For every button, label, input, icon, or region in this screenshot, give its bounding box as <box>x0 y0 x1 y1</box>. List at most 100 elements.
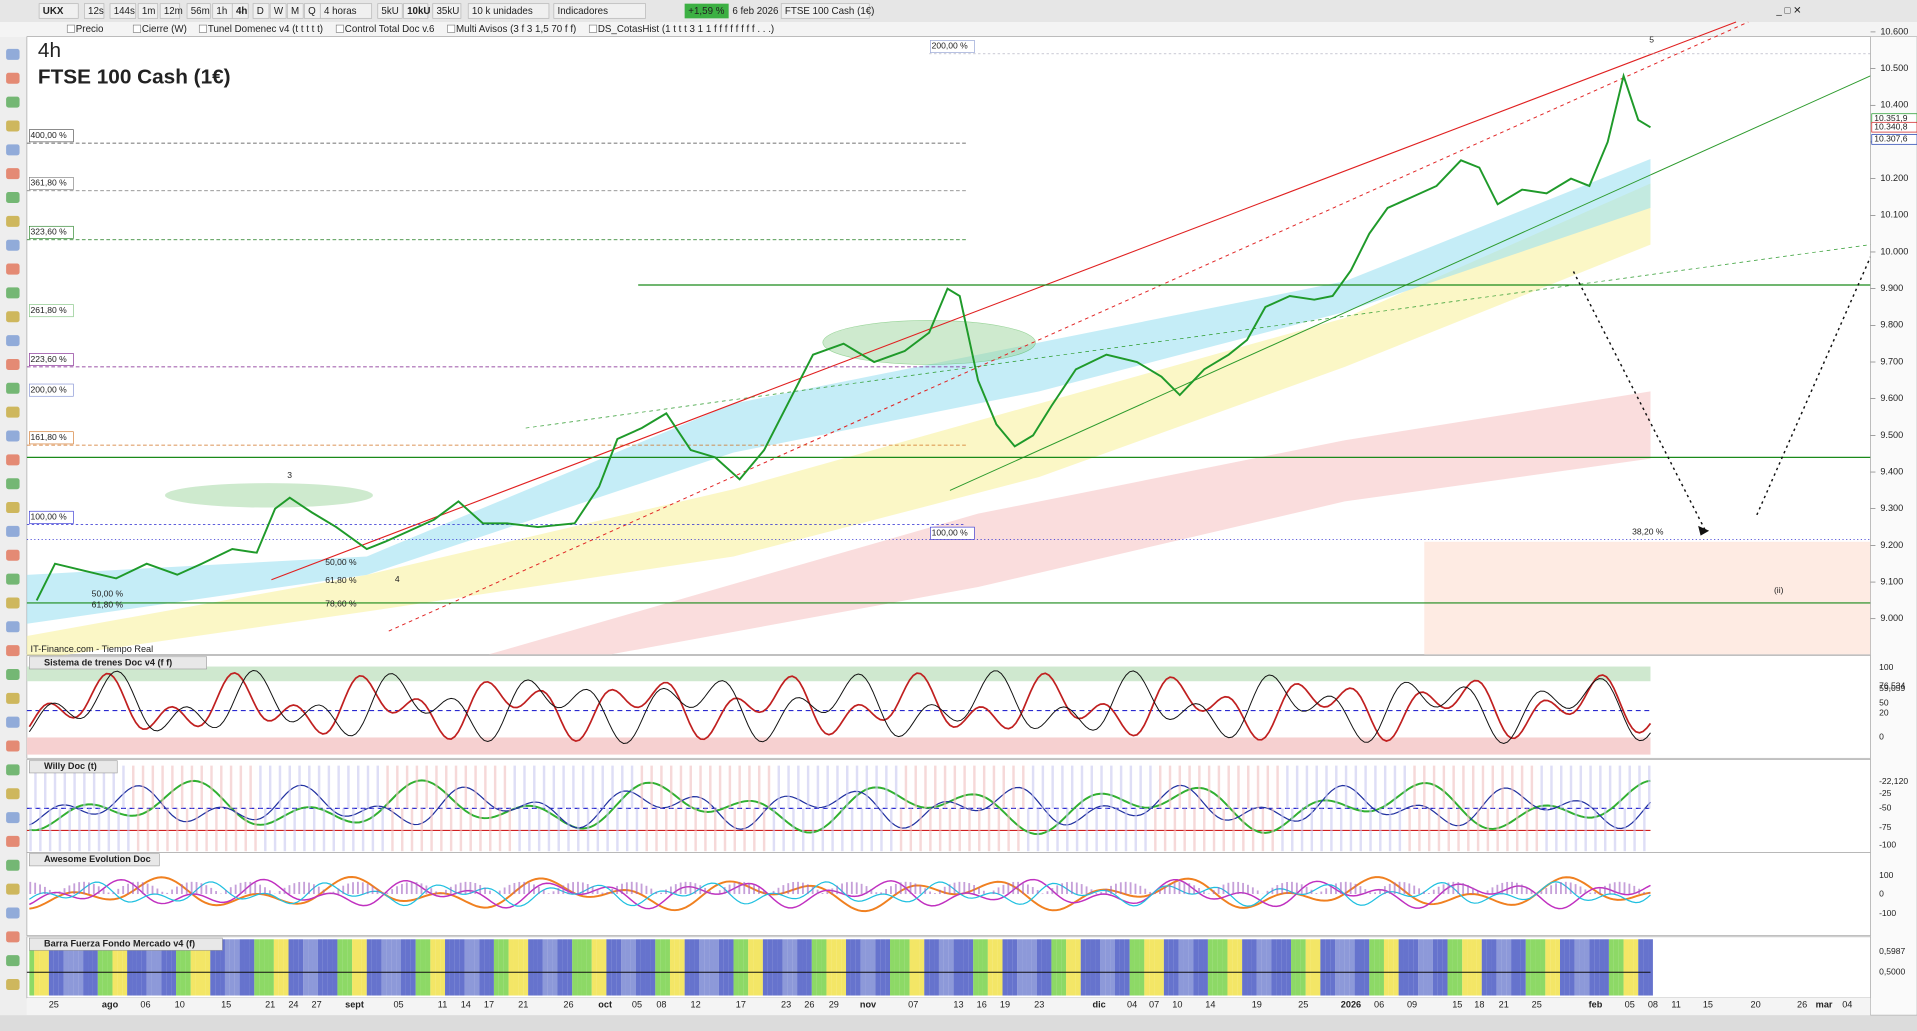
bar-decor <box>1281 939 1287 996</box>
interval-button-box[interactable] <box>286 3 304 19</box>
tool-icon[interactable] <box>6 645 20 657</box>
bar-decor <box>621 883 623 895</box>
tool-icon[interactable] <box>6 716 20 728</box>
interval-button-box[interactable] <box>137 3 159 19</box>
tool-icon[interactable] <box>6 525 20 537</box>
legend-check[interactable] <box>198 24 207 33</box>
bar-decor <box>723 808 727 852</box>
tool-icon[interactable] <box>6 335 20 347</box>
tool-icon[interactable] <box>6 430 20 442</box>
bar-decor <box>1007 808 1010 852</box>
period-select-box[interactable] <box>319 3 373 19</box>
tool-icon[interactable] <box>6 144 20 156</box>
interval-button[interactable]: Q <box>308 6 316 17</box>
bar-decor <box>1560 882 1562 895</box>
legend-check[interactable] <box>447 24 456 33</box>
legend-item[interactable]: Multi Avisos (3 f 3 1,5 70 f f) <box>456 24 576 35</box>
legend-item[interactable]: Precio <box>76 24 104 35</box>
bar-decor <box>1119 765 1123 809</box>
tool-icon[interactable] <box>6 931 20 943</box>
units-button[interactable]: 10kU <box>407 6 430 17</box>
tool-icon[interactable] <box>6 168 20 180</box>
units-button-box[interactable] <box>377 3 403 19</box>
interval-button-box[interactable] <box>83 3 105 19</box>
tool-icon[interactable] <box>6 502 20 514</box>
interval-button-box[interactable] <box>269 3 287 19</box>
tool-icon[interactable] <box>6 907 20 919</box>
interval-button-box[interactable] <box>231 3 249 19</box>
legend-item[interactable]: Control Total Doc v.6 <box>345 24 435 35</box>
interval-button[interactable]: 1h <box>216 6 227 17</box>
tool-icon[interactable] <box>6 358 20 370</box>
tool-icon[interactable] <box>6 788 20 800</box>
interval-button-box[interactable] <box>159 3 181 19</box>
tool-icon[interactable] <box>6 48 20 60</box>
tool-icon[interactable] <box>6 692 20 704</box>
tool-icon[interactable] <box>6 859 20 871</box>
instrument[interactable]: FTSE 100 Cash (1€) <box>785 6 875 17</box>
tool-icon[interactable] <box>6 740 20 752</box>
tool-icon[interactable] <box>6 96 20 108</box>
bar-decor <box>1310 808 1314 852</box>
tool-icon[interactable] <box>6 406 20 418</box>
units-button-box[interactable] <box>403 3 429 19</box>
legend-check[interactable] <box>66 24 75 33</box>
tool-icon[interactable] <box>6 573 20 585</box>
units-button-box[interactable] <box>432 3 462 19</box>
interval-button[interactable]: 12s <box>88 6 104 17</box>
units-select-box[interactable] <box>467 3 550 19</box>
bar-decor <box>342 939 348 996</box>
tool-icon[interactable] <box>6 72 20 84</box>
tool-icon[interactable] <box>6 979 20 991</box>
symbol-box[interactable] <box>38 3 79 19</box>
interval-button[interactable]: 4h <box>236 6 247 17</box>
tool-icon[interactable] <box>6 287 20 299</box>
indicators-button[interactable]: Indicadores <box>557 6 608 17</box>
units-button[interactable]: 35kU <box>436 6 459 17</box>
tool-icon[interactable] <box>6 621 20 633</box>
legend-check[interactable] <box>335 24 344 33</box>
units-select[interactable]: 10 k unidades <box>472 6 533 17</box>
tool-icon[interactable] <box>6 263 20 275</box>
legend-item[interactable]: Cierre (W) <box>142 24 187 35</box>
tool-icon[interactable] <box>6 764 20 776</box>
interval-button[interactable]: M <box>291 6 299 17</box>
tool-icon[interactable] <box>6 955 20 967</box>
tool-icon[interactable] <box>6 883 20 895</box>
units-button[interactable]: 5kU <box>381 6 398 17</box>
interval-button[interactable]: 1m <box>142 6 156 17</box>
bar-decor <box>259 765 262 809</box>
tool-icon[interactable] <box>6 192 20 204</box>
bar-decor <box>513 882 516 895</box>
interval-button[interactable]: 12m <box>164 6 183 17</box>
period-select[interactable]: 4 horas <box>324 6 357 17</box>
interval-button[interactable]: W <box>274 6 284 17</box>
indicators-button-box[interactable] <box>553 3 646 19</box>
bar-decor <box>684 808 688 852</box>
tool-icon[interactable] <box>6 835 20 847</box>
interval-button[interactable]: D <box>257 6 264 17</box>
tool-icon[interactable] <box>6 215 20 227</box>
tool-icon[interactable] <box>6 239 20 251</box>
legend-check[interactable] <box>132 24 141 33</box>
tool-icon[interactable] <box>6 454 20 466</box>
tool-icon[interactable] <box>6 597 20 609</box>
interval-button-box[interactable] <box>252 3 270 19</box>
interval-button[interactable]: 56m <box>191 6 210 17</box>
tool-icon[interactable] <box>6 812 20 824</box>
instrument-box[interactable] <box>780 3 870 19</box>
symbol[interactable]: UKX <box>43 6 64 17</box>
legend-item[interactable]: DS_CotasHist (1 t t t 3 1 1 f f f f f f … <box>598 24 774 35</box>
tool-icon[interactable] <box>6 120 20 132</box>
tool-icon[interactable] <box>6 668 20 680</box>
tool-icon[interactable] <box>6 382 20 394</box>
tool-icon[interactable] <box>6 311 20 323</box>
interval-button-box[interactable] <box>186 3 211 19</box>
tool-icon[interactable] <box>6 478 20 490</box>
interval-button[interactable]: 144s <box>114 6 135 17</box>
bar-decor <box>973 939 979 996</box>
legend-check[interactable] <box>588 24 597 33</box>
tool-icon[interactable] <box>6 549 20 561</box>
interval-button-box[interactable] <box>109 3 137 19</box>
legend-item[interactable]: Tunel Domenec v4 (t t t t t) <box>208 24 323 35</box>
